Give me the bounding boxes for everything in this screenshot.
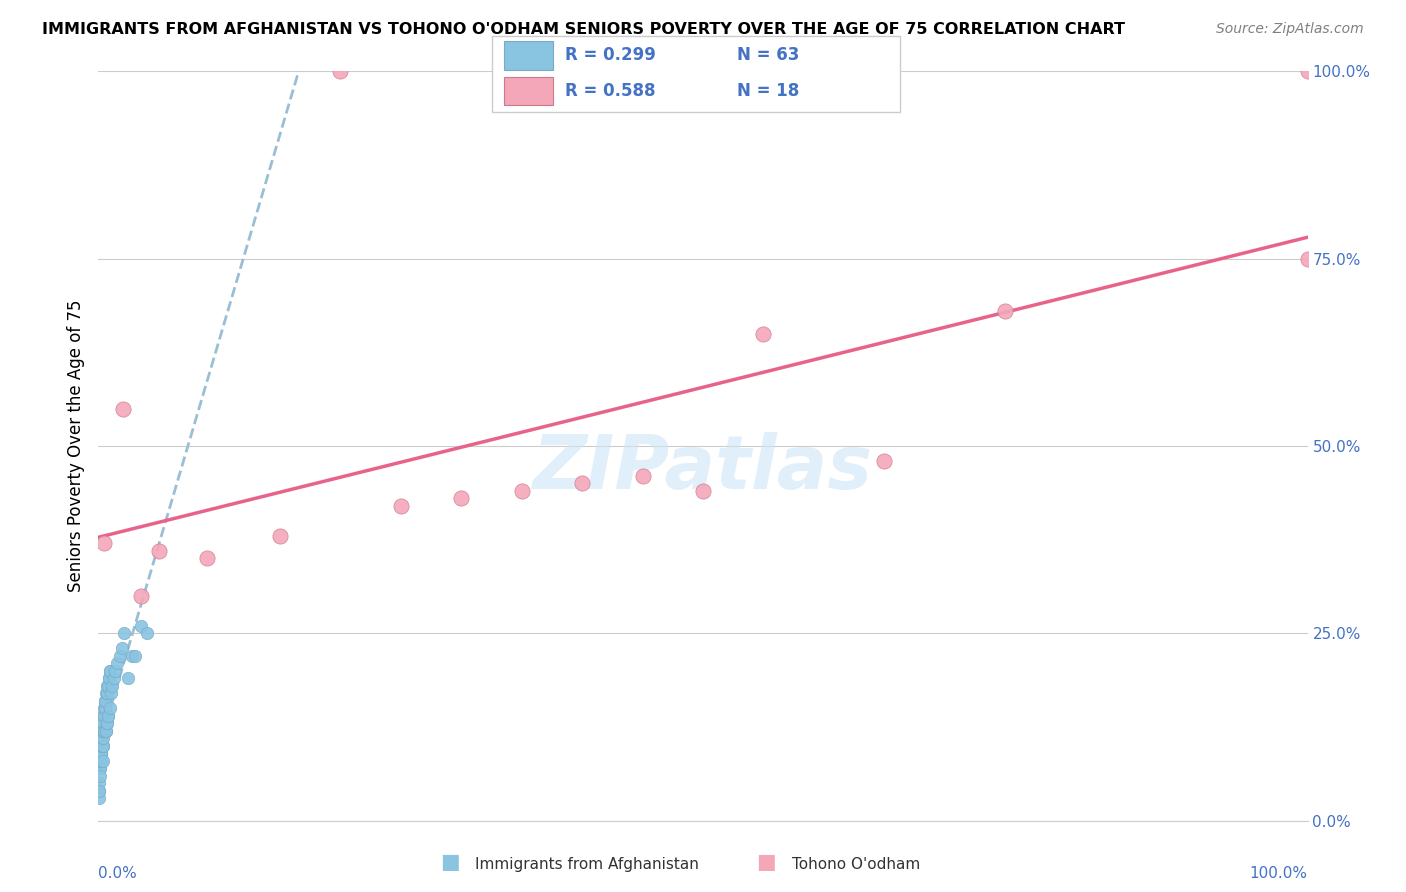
Point — [98, 664, 121, 678]
Point — [90, 716, 112, 731]
Point — [90, 754, 112, 768]
Point — [105, 657, 128, 671]
Point — [98, 664, 121, 678]
Point — [93, 536, 115, 550]
Point — [90, 739, 112, 753]
Point — [631, 469, 654, 483]
Point — [129, 619, 152, 633]
Point — [96, 686, 118, 700]
Point — [117, 671, 139, 685]
Point — [90, 746, 112, 760]
Point — [87, 783, 110, 797]
Point — [450, 491, 472, 506]
Point — [97, 708, 120, 723]
Point — [91, 723, 114, 738]
Point — [269, 529, 291, 543]
Point — [994, 304, 1017, 318]
Point — [108, 648, 131, 663]
Point — [96, 686, 118, 700]
Text: Tohono O'odham: Tohono O'odham — [792, 857, 920, 872]
Point — [90, 739, 112, 753]
Point — [96, 716, 118, 731]
Point — [96, 679, 118, 693]
Text: N = 18: N = 18 — [737, 82, 799, 100]
Point — [195, 551, 218, 566]
Point — [90, 746, 112, 760]
Point — [91, 731, 114, 746]
Bar — [505, 77, 554, 105]
Point — [91, 731, 114, 746]
Point — [129, 589, 152, 603]
Point — [93, 701, 115, 715]
Text: ■: ■ — [440, 853, 460, 872]
Point — [111, 401, 134, 416]
Point — [510, 483, 533, 498]
Point — [98, 671, 121, 685]
Point — [91, 739, 114, 753]
Bar — [505, 41, 554, 70]
Point — [121, 648, 143, 663]
Point — [90, 746, 112, 760]
Y-axis label: Seniors Poverty Over the Age of 75: Seniors Poverty Over the Age of 75 — [66, 300, 84, 592]
Point — [93, 708, 115, 723]
Point — [112, 626, 135, 640]
Text: Source: ZipAtlas.com: Source: ZipAtlas.com — [1216, 22, 1364, 37]
Point — [89, 783, 111, 797]
Point — [94, 723, 117, 738]
Point — [94, 694, 117, 708]
Point — [98, 701, 121, 715]
Point — [96, 716, 118, 731]
Text: 0.0%: 0.0% — [98, 865, 138, 880]
Point — [148, 544, 170, 558]
Point — [97, 708, 120, 723]
Point — [91, 723, 114, 738]
Point — [1296, 64, 1319, 78]
Point — [104, 664, 127, 678]
Point — [89, 769, 111, 783]
Point — [90, 731, 112, 746]
Text: IMMIGRANTS FROM AFGHANISTAN VS TOHONO O'ODHAM SENIORS POVERTY OVER THE AGE OF 75: IMMIGRANTS FROM AFGHANISTAN VS TOHONO O'… — [42, 22, 1125, 37]
Text: 100.0%: 100.0% — [1250, 865, 1308, 880]
Point — [90, 739, 112, 753]
Text: N = 63: N = 63 — [737, 46, 799, 64]
Point — [93, 716, 115, 731]
Point — [91, 739, 114, 753]
Point — [94, 694, 117, 708]
Point — [89, 761, 111, 775]
Point — [752, 326, 775, 341]
Point — [873, 454, 896, 468]
Point — [89, 754, 111, 768]
Point — [91, 754, 114, 768]
Text: ZIPatlas: ZIPatlas — [533, 432, 873, 505]
Point — [93, 701, 115, 715]
Point — [90, 723, 112, 738]
Text: R = 0.588: R = 0.588 — [565, 82, 657, 100]
Point — [389, 499, 412, 513]
Point — [87, 791, 110, 805]
Point — [91, 723, 114, 738]
Text: ■: ■ — [756, 853, 776, 872]
Point — [124, 648, 146, 663]
Point — [101, 679, 124, 693]
Point — [94, 723, 117, 738]
Point — [692, 483, 714, 498]
Point — [93, 723, 115, 738]
Point — [329, 64, 352, 78]
Point — [89, 776, 111, 790]
Point — [103, 671, 125, 685]
Point — [91, 708, 114, 723]
Point — [571, 476, 593, 491]
Point — [111, 641, 134, 656]
Point — [100, 686, 122, 700]
Point — [89, 754, 111, 768]
Point — [89, 761, 111, 775]
Point — [97, 679, 120, 693]
Point — [97, 671, 120, 685]
Text: Immigrants from Afghanistan: Immigrants from Afghanistan — [475, 857, 699, 872]
Point — [1296, 252, 1319, 266]
Text: R = 0.299: R = 0.299 — [565, 46, 657, 64]
Point — [135, 626, 157, 640]
